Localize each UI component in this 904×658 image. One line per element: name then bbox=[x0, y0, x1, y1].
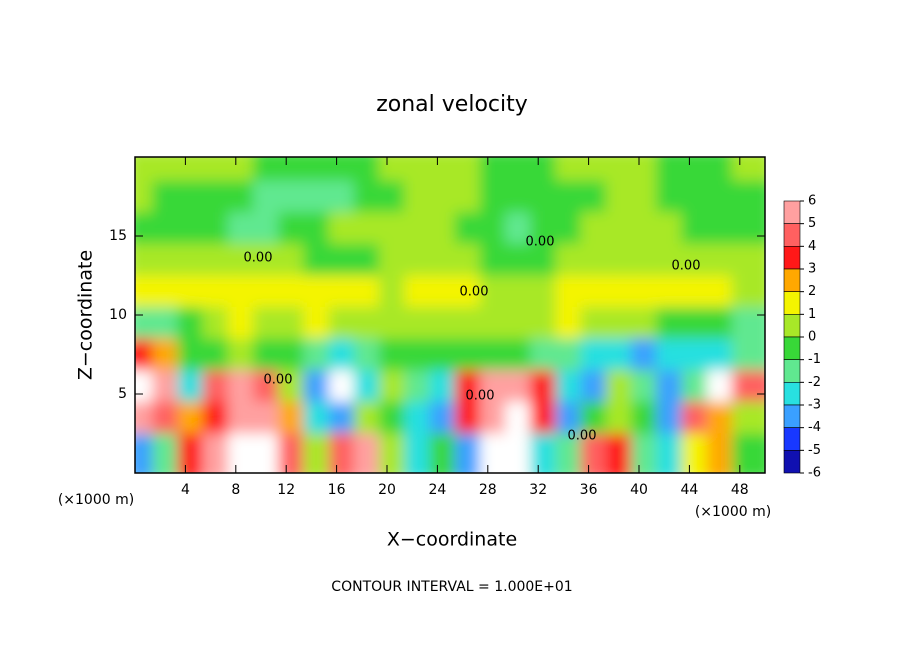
x-tick-label: 4 bbox=[181, 482, 190, 498]
cells bbox=[135, 157, 765, 473]
y-axis-label: Z−coordinate bbox=[75, 250, 97, 380]
colorbar-label: -3 bbox=[808, 398, 821, 413]
colorbar-label: -6 bbox=[808, 466, 821, 481]
footer: CONTOUR INTERVAL = 1.000E+01 bbox=[331, 579, 572, 595]
colorbar-label: 0 bbox=[808, 330, 816, 345]
x-tick-label: 16 bbox=[328, 482, 346, 498]
colorbar-swatch bbox=[783, 382, 801, 406]
colorbar-swatch bbox=[783, 314, 801, 338]
colorbar-label: 6 bbox=[808, 194, 816, 209]
colorbar-swatch bbox=[783, 427, 801, 451]
x-tick-label: 44 bbox=[680, 482, 698, 498]
x-tick-label: 28 bbox=[479, 482, 497, 498]
x-tick-label: 8 bbox=[231, 482, 240, 498]
colorbar-label: -4 bbox=[808, 420, 821, 435]
y-tick-label: 5 bbox=[118, 386, 127, 402]
contour-label: 0.00 bbox=[568, 429, 597, 444]
colorbar-swatch bbox=[783, 291, 801, 315]
x-tick-label: 32 bbox=[529, 482, 547, 498]
colorbar-label: 3 bbox=[808, 262, 816, 277]
x-axis-label: X−coordinate bbox=[387, 529, 517, 551]
colorbar-swatch bbox=[783, 404, 801, 428]
colorbar-swatch bbox=[783, 223, 801, 247]
colorbar-label: 5 bbox=[808, 216, 816, 231]
contour-label: 0.00 bbox=[526, 235, 555, 250]
cell bbox=[731, 433, 765, 473]
y-unit: (×1000 m) bbox=[58, 492, 134, 508]
x-tick-label: 24 bbox=[428, 482, 446, 498]
x-tick-label: 36 bbox=[580, 482, 598, 498]
contour-label: 0.00 bbox=[672, 259, 701, 274]
colorbar-swatch bbox=[783, 268, 801, 292]
colorbar-swatch bbox=[783, 336, 801, 360]
field bbox=[135, 157, 765, 473]
colorbar-label: -5 bbox=[808, 443, 821, 458]
chart-title: zonal velocity bbox=[376, 92, 528, 117]
contour-label: 0.00 bbox=[264, 373, 293, 388]
colorbar-swatch bbox=[783, 359, 801, 383]
colorbar-swatch bbox=[783, 450, 801, 474]
colorbar-label: 2 bbox=[808, 284, 816, 299]
y-tick-label: 15 bbox=[109, 228, 127, 244]
x-tick-label: 48 bbox=[731, 482, 749, 498]
colorbar-swatch bbox=[783, 246, 801, 270]
colorbar-label: -2 bbox=[808, 375, 821, 390]
x-unit: (×1000 m) bbox=[695, 504, 771, 520]
y-tick-label: 10 bbox=[109, 307, 127, 323]
x-tick-label: 40 bbox=[630, 482, 648, 498]
x-tick-label: 12 bbox=[277, 482, 295, 498]
colorbar-swatch bbox=[783, 200, 801, 224]
contour-label: 0.00 bbox=[244, 251, 273, 266]
colorbar-label: -1 bbox=[808, 352, 821, 367]
contour-label: 0.00 bbox=[460, 285, 489, 300]
colorbar-label: 1 bbox=[808, 307, 816, 322]
contour-label: 0.00 bbox=[466, 389, 495, 404]
colorbar-label: 4 bbox=[808, 239, 816, 254]
x-tick-label: 20 bbox=[378, 482, 396, 498]
